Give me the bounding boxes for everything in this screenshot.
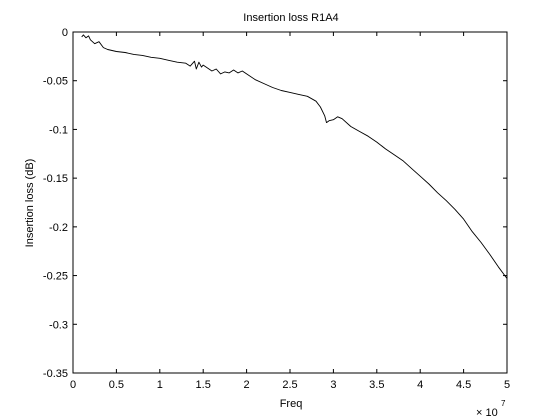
x-tick-label: 5 xyxy=(504,379,510,391)
y-tick-label: -0.1 xyxy=(49,124,68,136)
x-tick-label: 4 xyxy=(417,379,423,391)
x-tick-label: 3.5 xyxy=(369,379,384,391)
x-tick-label: 1 xyxy=(157,379,163,391)
x-axis-label: Freq xyxy=(280,398,303,410)
x-tick-label: 2.5 xyxy=(282,379,297,391)
x-tick-label: 1.5 xyxy=(196,379,211,391)
y-tick-label: -0.15 xyxy=(43,173,68,185)
y-tick-label: -0.25 xyxy=(43,271,68,283)
series-line xyxy=(81,34,508,279)
y-tick-label: -0.35 xyxy=(43,368,68,380)
y-tick-label: 0 xyxy=(62,27,68,39)
y-axis-label: Insertion loss (dB) xyxy=(24,159,36,248)
x-tick-label: 2 xyxy=(244,379,250,391)
plot-area: 0 0.5 1 1.5 2 2.5 3 3.5 4 4.5 5 0 -0.05 -0.1 -0.15 -0.2… xyxy=(43,27,510,391)
chart-title: Insertion loss R1A4 xyxy=(243,12,338,24)
x-exponent-power: 7 xyxy=(501,399,506,408)
x-tick-label: 3 xyxy=(330,379,336,391)
x-tick-label: 4.5 xyxy=(456,379,471,391)
x-tick-label: 0.5 xyxy=(109,379,124,391)
y-tick-label: -0.05 xyxy=(43,76,68,88)
x-exponent-label: × 10 xyxy=(476,407,498,419)
y-tick-label: -0.3 xyxy=(49,319,68,331)
x-tick-label: 0 xyxy=(70,379,76,391)
y-tick-label: -0.2 xyxy=(49,222,68,234)
